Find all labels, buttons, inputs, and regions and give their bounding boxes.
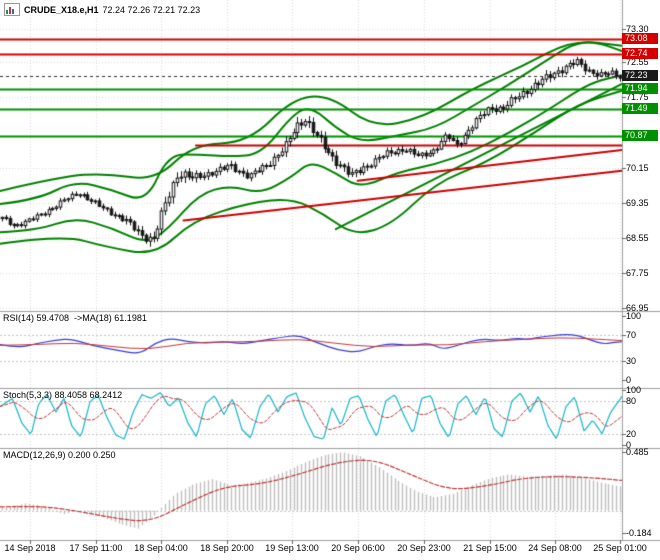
- chart-title-bar: CRUDE_X18.e,H1 72.24 72.26 72.21 72.23: [4, 3, 200, 16]
- rsi-indicator-label: RSI(14) 59.4708 ->MA(18) 61.1981: [3, 313, 147, 323]
- chart-icon: [4, 3, 20, 16]
- stoch-indicator-label: Stoch(5,3,3) 88.4058 68.2412: [3, 390, 123, 400]
- symbol-title: CRUDE_X18.e,H1: [24, 4, 99, 15]
- macd-indicator-label: MACD(12,26,9) 0.200 0.250: [3, 450, 116, 460]
- ohlc-values: 72.24 72.26 72.21 72.23: [102, 4, 201, 15]
